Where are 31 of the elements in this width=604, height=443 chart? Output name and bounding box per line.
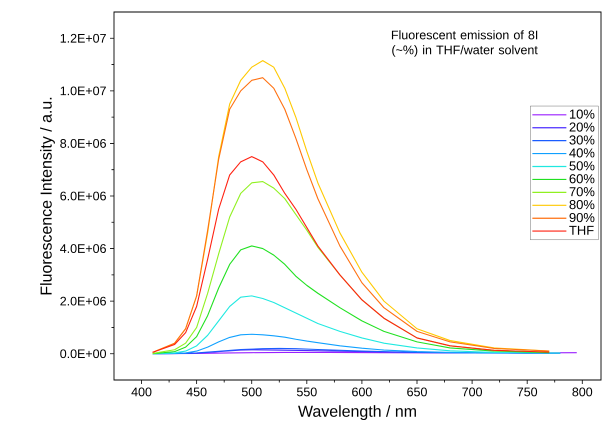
x-tick-label: 400 — [131, 388, 152, 396]
x-axis-title: Wavelength / nm — [298, 405, 416, 420]
legend-label: THF — [569, 226, 594, 235]
y-tick-label: 6.0E+06 — [60, 192, 106, 200]
y-tick-label: 8.0E+06 — [60, 139, 106, 148]
text: Fluorescent emission of 8I (~%) in THF/water solvent — [392, 30, 538, 57]
x-tick-label: 800 — [572, 388, 592, 396]
x-tick-label: 600 — [352, 388, 372, 396]
y-axis-title: Fluorescence Intensity / a.u. — [40, 98, 55, 294]
y-tick-label: 4.0E+06 — [60, 244, 106, 253]
legend-label: 10% — [570, 110, 594, 119]
y-tick-label: 1.2E+07 — [60, 34, 106, 43]
legend-label: 90% — [570, 212, 594, 222]
line-series — [152, 245, 550, 354]
x-tick-label: 750 — [517, 388, 538, 396]
line-series — [152, 295, 561, 354]
y-tick-label: 1.0E+07 — [60, 86, 106, 96]
x-tick-label: 450 — [186, 388, 207, 396]
legend-label: 50% — [569, 161, 594, 170]
x-tick-label: 700 — [462, 388, 482, 396]
x-tick-label: 550 — [296, 388, 317, 396]
legend-label: 70% — [570, 187, 594, 196]
y-tick-label: 2.0E+06 — [60, 296, 106, 306]
legend-label: 60% — [570, 174, 594, 184]
y-tick-label: 0.0E+00 — [60, 349, 106, 358]
legend-label: 20% — [570, 122, 594, 132]
legend-label: 30% — [569, 135, 594, 145]
x-tick-label: 650 — [407, 388, 427, 396]
x-tick-label: 500 — [242, 388, 262, 396]
legend-label: 40% — [569, 148, 594, 158]
legend-label: 80% — [570, 200, 594, 210]
